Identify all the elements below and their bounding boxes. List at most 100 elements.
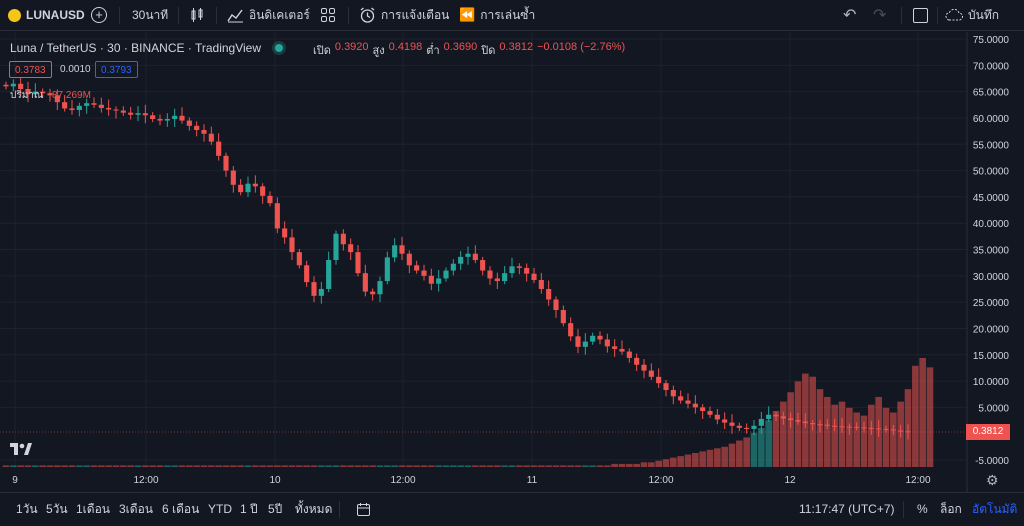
candle-body bbox=[832, 425, 838, 427]
candle-body bbox=[414, 265, 420, 271]
log-toggle[interactable]: ล็อก bbox=[940, 493, 962, 525]
range-button[interactable]: 1 ปี bbox=[240, 501, 258, 516]
candle-body bbox=[32, 91, 38, 95]
time-tick-label: 12:00 bbox=[133, 475, 158, 486]
candle-body bbox=[758, 418, 764, 426]
candle-body bbox=[868, 427, 874, 429]
undo-button[interactable]: ↶ bbox=[843, 0, 856, 30]
candle-body bbox=[296, 252, 302, 266]
settings-gear-icon[interactable]: ⚙ bbox=[986, 472, 999, 488]
sell-price-box[interactable]: 0.3783 bbox=[9, 61, 52, 78]
volume-bar bbox=[750, 432, 758, 467]
candle-body bbox=[450, 263, 456, 271]
interval-button[interactable]: 30นาที bbox=[132, 0, 168, 30]
volume-legend: ปริมาณ 87.269M bbox=[10, 88, 91, 103]
goto-date-button[interactable] bbox=[356, 493, 371, 525]
range-button[interactable]: 1เดือน bbox=[76, 501, 110, 516]
candle-body bbox=[648, 370, 654, 377]
price-tick-label: -5.0000 bbox=[975, 456, 1009, 467]
price-tick-label: 25.0000 bbox=[973, 298, 1010, 309]
volume-bar bbox=[164, 465, 171, 467]
candle-body bbox=[106, 107, 112, 110]
candle-body bbox=[839, 426, 845, 428]
range-button[interactable]: YTD bbox=[208, 502, 232, 516]
volume-bar bbox=[472, 465, 479, 467]
percent-toggle[interactable]: % bbox=[917, 493, 928, 525]
price-chart[interactable]: 75.0000 70.0000 65.0000 60.0000 55.0000 50.00… bbox=[0, 32, 1024, 492]
candle-body bbox=[641, 364, 647, 371]
candle-body bbox=[707, 411, 713, 415]
candle-body bbox=[700, 407, 706, 412]
alert-button[interactable]: การแจ้งเตือน bbox=[359, 0, 449, 30]
fullscreen-button[interactable] bbox=[913, 0, 928, 30]
cloud-icon bbox=[945, 8, 963, 21]
candle-body bbox=[465, 253, 471, 257]
candle-body bbox=[736, 425, 742, 428]
candle-body bbox=[113, 109, 119, 111]
candle-body bbox=[62, 102, 68, 109]
candle-body bbox=[890, 429, 896, 431]
range-button[interactable]: 3เดือน bbox=[119, 501, 153, 516]
volume-bar bbox=[222, 465, 230, 467]
low-label: ต่ำ bbox=[426, 45, 440, 57]
candlesticks bbox=[3, 77, 911, 440]
candle-body bbox=[663, 383, 669, 391]
candle-body bbox=[392, 245, 398, 258]
candle-body bbox=[766, 414, 772, 419]
volume-bar bbox=[831, 404, 838, 467]
candle-body bbox=[25, 88, 31, 95]
volume-bar bbox=[332, 465, 340, 467]
chart-type-button[interactable] bbox=[189, 0, 205, 30]
volume-bar bbox=[780, 401, 787, 467]
volume-bar bbox=[369, 465, 376, 467]
redo-button[interactable]: ↷ bbox=[873, 0, 886, 30]
price-tick-label: 55.0000 bbox=[973, 140, 1010, 151]
layout-button[interactable] bbox=[320, 0, 336, 30]
bottom-toolbar: 1วัน 5วัน 1เดือน 3เดือน 6 เดือน YTD 1 ปี 5ปี ทั้… bbox=[0, 492, 1024, 526]
change-value: −0.0108 (−2.76%) bbox=[537, 41, 626, 53]
volume-bar bbox=[127, 465, 134, 467]
range-button[interactable]: 5ปี bbox=[268, 501, 283, 516]
candle-body bbox=[326, 260, 332, 289]
range-button[interactable]: 6 เดือน bbox=[162, 501, 200, 516]
save-button[interactable]: บันทึก bbox=[944, 0, 999, 30]
volume-bar bbox=[76, 465, 83, 467]
volume-bar bbox=[186, 465, 193, 467]
candle-body bbox=[120, 110, 126, 113]
price-tick-label: 20.0000 bbox=[973, 324, 1010, 335]
clock-timezone[interactable]: 11:17:47 (UTC+7) bbox=[799, 493, 895, 525]
volume-bar bbox=[90, 465, 98, 467]
symbol-search-button[interactable]: LUNAUSD bbox=[8, 0, 85, 30]
candle-body bbox=[590, 335, 596, 342]
range-button[interactable]: 5วัน bbox=[46, 501, 68, 516]
indicators-button[interactable]: อินดิเคเตอร์ bbox=[227, 0, 310, 30]
volume-bar bbox=[567, 465, 574, 467]
replay-button[interactable]: ⏪ การเล่นซ้ำ bbox=[459, 0, 535, 30]
volume-bar bbox=[479, 465, 486, 467]
volume-bar bbox=[17, 465, 24, 467]
high-value: 0.4198 bbox=[388, 41, 423, 53]
range-button[interactable]: 1วัน bbox=[16, 501, 38, 516]
volume-bar bbox=[486, 465, 494, 467]
compare-add-button[interactable]: + bbox=[91, 0, 107, 30]
candle-body bbox=[553, 299, 559, 311]
candle-body bbox=[54, 95, 60, 103]
volume-bar bbox=[134, 465, 142, 467]
candle-body bbox=[751, 425, 757, 429]
volume-bar bbox=[882, 407, 890, 467]
candle-body bbox=[509, 266, 515, 274]
tradingview-logo[interactable] bbox=[9, 441, 33, 459]
candle-body bbox=[3, 84, 9, 87]
candle-body bbox=[377, 281, 383, 295]
price-tick-label: 40.0000 bbox=[973, 219, 1010, 230]
volume-bar bbox=[714, 448, 721, 467]
candle-body bbox=[304, 265, 310, 283]
volume-bar bbox=[919, 358, 926, 467]
auto-toggle[interactable]: อัตโนมัติ bbox=[972, 493, 1017, 525]
candle-body bbox=[626, 351, 632, 358]
volume-bar bbox=[420, 465, 428, 467]
candle-body bbox=[436, 278, 442, 284]
volume-label: ปริมาณ bbox=[10, 90, 44, 101]
buy-price-box[interactable]: 0.3793 bbox=[95, 61, 138, 78]
range-button[interactable]: ทั้งหมด bbox=[295, 501, 333, 516]
